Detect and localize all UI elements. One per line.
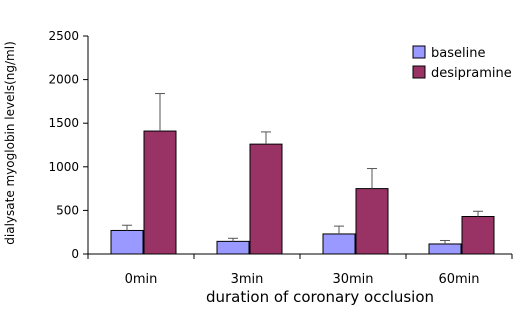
bar-desipramine bbox=[355, 188, 389, 255]
y-tick-label: 1500 bbox=[48, 116, 79, 130]
legend-swatch-desipramine bbox=[412, 65, 426, 79]
y-axis-label: dialysate myoglobin levels(ng/ml) bbox=[3, 41, 17, 244]
x-axis-label: duration of coronary occlusion bbox=[206, 288, 434, 306]
x-tick-label: 30min bbox=[332, 272, 373, 287]
legend: baseline desipramine bbox=[412, 45, 512, 81]
legend-swatch-baseline bbox=[412, 45, 426, 59]
bar-desipramine bbox=[461, 216, 495, 255]
y-tick-label: 2500 bbox=[48, 29, 79, 43]
legend-label: baseline bbox=[431, 46, 485, 61]
y-tick-label: 2000 bbox=[48, 73, 79, 87]
bar-baseline bbox=[428, 243, 462, 255]
y-tick-label: 500 bbox=[56, 203, 79, 217]
bar-baseline bbox=[110, 229, 144, 255]
bar-baseline bbox=[322, 233, 356, 255]
bar-desipramine bbox=[249, 143, 283, 255]
bars bbox=[110, 93, 495, 255]
y-tick-label: 0 bbox=[71, 247, 79, 261]
x-tick-label: 0min bbox=[125, 272, 158, 287]
bar-desipramine bbox=[143, 130, 177, 255]
y-tick-label: 1000 bbox=[48, 160, 79, 174]
y-axis: 0 500 1000 1500 2000 2500 bbox=[48, 29, 89, 261]
bar-baseline bbox=[216, 240, 250, 255]
x-tick-label: 3min bbox=[231, 272, 264, 287]
x-tick-label: 60min bbox=[438, 272, 479, 287]
legend-label: desipramine bbox=[431, 66, 512, 81]
x-axis: 0min 3min 30min 60min bbox=[87, 253, 513, 287]
